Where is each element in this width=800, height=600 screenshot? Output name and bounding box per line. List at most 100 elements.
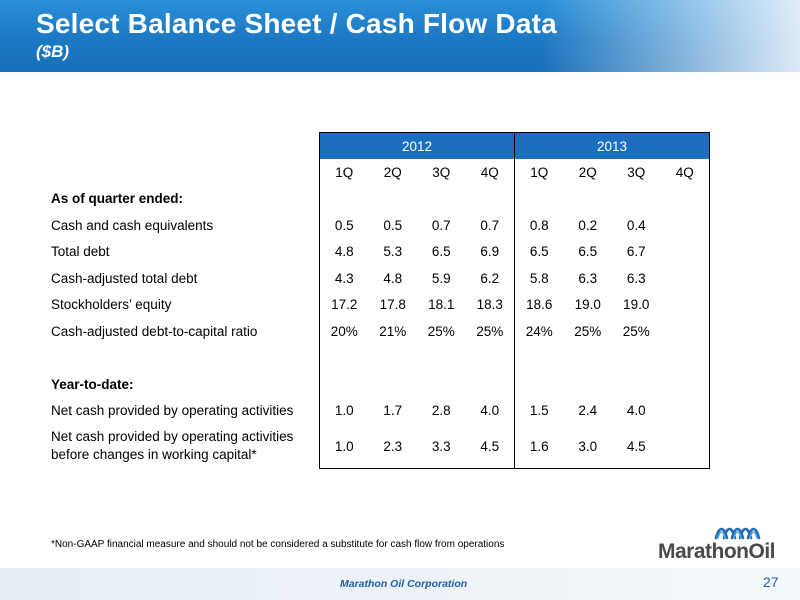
table-cell: 4.8 (383, 270, 403, 286)
page-title: Select Balance Sheet / Cash Flow Data (36, 8, 557, 39)
banner-fade (540, 0, 800, 72)
quarter-header: 1Q (319, 159, 369, 186)
table-cell: 6.3 (578, 270, 598, 286)
empty-cell (319, 371, 369, 398)
table-cell: 6.5 (578, 244, 598, 260)
table-cell (660, 238, 710, 265)
empty-cell (612, 186, 661, 213)
table-cell: 5.9 (431, 270, 451, 286)
empty-cell (46, 345, 320, 372)
table-cell: 4.5 (612, 424, 661, 469)
empty-cell (514, 185, 564, 212)
table-cell: 1.0 (319, 397, 369, 424)
table-cell: 18.6 (514, 291, 564, 318)
table-cell: 0.2 (578, 217, 598, 233)
table-cell: 1.5 (514, 397, 564, 424)
row-label-line: before changes in working capital* (51, 447, 257, 463)
table-row: Net cash provided by operating activitie… (46, 424, 710, 469)
table-cell: 6.7 (626, 244, 646, 260)
table-cell: 4.5 (465, 424, 515, 469)
quarter-header: 3Q (432, 164, 451, 180)
table-cell: 19.0 (623, 297, 650, 313)
table-row: Cash and cash equivalents 0.5 0.5 0.7 0.… (46, 212, 710, 239)
table-cell: 19.0 (574, 297, 601, 313)
page-number: 27 (763, 574, 779, 590)
table-cell: 25% (574, 323, 602, 339)
table-cell: 25% (622, 323, 650, 339)
table-cell: 0.7 (431, 217, 451, 233)
financial-data-table: 2012 2013 1Q 2Q 3Q 4Q 1Q 2Q 3Q 4Q As of … (46, 132, 710, 469)
table-cell: 21% (379, 323, 407, 339)
empty-cell (514, 371, 564, 398)
table-cell: 17.8 (379, 297, 406, 313)
table-cell (660, 212, 710, 239)
quarter-header: 4Q (480, 164, 499, 180)
table-cell: 4.8 (319, 238, 369, 265)
marathon-oil-logo (714, 527, 761, 540)
table-row: Total debt 4.8 5.3 6.5 6.9 6.5 6.5 6.7 (46, 238, 710, 265)
empty-cell (660, 371, 710, 398)
year-header-2013: 2013 (514, 132, 710, 159)
quarter-header-row: 1Q 2Q 3Q 4Q 1Q 2Q 3Q 4Q (46, 159, 710, 186)
table-cell (660, 397, 710, 424)
row-label: Cash and cash equivalents (51, 217, 214, 233)
table-cell: 6.5 (514, 238, 564, 265)
title-banner: Select Balance Sheet / Cash Flow Data ($… (0, 0, 800, 72)
table-cell: 0.5 (383, 217, 403, 233)
empty-cell (46, 159, 320, 186)
table-cell: 1.6 (514, 424, 564, 469)
year-header-2012: 2012 (319, 132, 515, 159)
empty-cell (319, 185, 369, 212)
row-label: Cash-adjusted debt-to-capital ratio (51, 323, 258, 339)
table-cell: 0.7 (480, 217, 500, 233)
empty-cell (466, 186, 515, 213)
table-cell: 25% (427, 323, 455, 339)
table-cell: 6.3 (626, 270, 646, 286)
footnote: *Non-GAAP financial measure and should n… (51, 539, 505, 550)
table-row: Cash-adjusted debt-to-capital ratio 20% … (46, 318, 710, 345)
row-label: Net cash provided by operating activitie… (51, 403, 294, 419)
table-cell: 5.8 (514, 265, 564, 292)
table-cell: 0.4 (626, 217, 646, 233)
empty-cell (612, 345, 661, 372)
empty-cell (564, 345, 613, 372)
empty-cell (612, 371, 661, 398)
row-label: Net cash provided by operating activitie… (46, 424, 320, 469)
empty-cell (514, 344, 564, 371)
quarter-header: 3Q (627, 164, 646, 180)
quarter-header: 2Q (578, 164, 597, 180)
section-row: Year-to-date: (46, 371, 710, 398)
section-heading: Year-to-date: (51, 376, 134, 392)
table-cell (660, 265, 710, 292)
year-header-row: 2012 2013 (46, 132, 710, 159)
empty-cell (417, 371, 466, 398)
table-cell: 5.3 (383, 244, 403, 260)
empty-cell (660, 344, 710, 371)
empty-cell (564, 371, 613, 398)
quarter-header: 2Q (383, 164, 402, 180)
row-label-line: Net cash provided by operating activitie… (51, 429, 294, 445)
table-cell: 6.2 (480, 270, 500, 286)
logo-wordmark: MarathonOil (658, 540, 776, 563)
row-label: Stockholders’ equity (51, 297, 172, 313)
table-cell: 18.3 (476, 297, 503, 313)
table-cell: 2.8 (431, 403, 451, 419)
table-cell: 0.8 (514, 212, 564, 239)
empty-cell (369, 345, 418, 372)
table-cell (660, 291, 710, 318)
empty-cell (369, 186, 418, 213)
empty-cell (417, 345, 466, 372)
table-cell: 6.9 (480, 244, 500, 260)
spacer-row (46, 344, 710, 372)
row-label: Cash-adjusted total debt (51, 270, 198, 286)
table-row: Cash-adjusted total debt 4.3 4.8 5.9 6.2… (46, 265, 710, 292)
table-cell: 20% (319, 318, 369, 345)
section-row: As of quarter ended: (46, 185, 710, 213)
table-cell: 3.3 (417, 424, 466, 469)
table-cell: 1.0 (319, 424, 369, 469)
table-cell (660, 318, 710, 345)
table-cell: 2.3 (368, 424, 417, 469)
section-heading: As of quarter ended: (51, 191, 184, 207)
table-cell (660, 424, 710, 469)
page-subtitle: ($B) (36, 42, 70, 61)
